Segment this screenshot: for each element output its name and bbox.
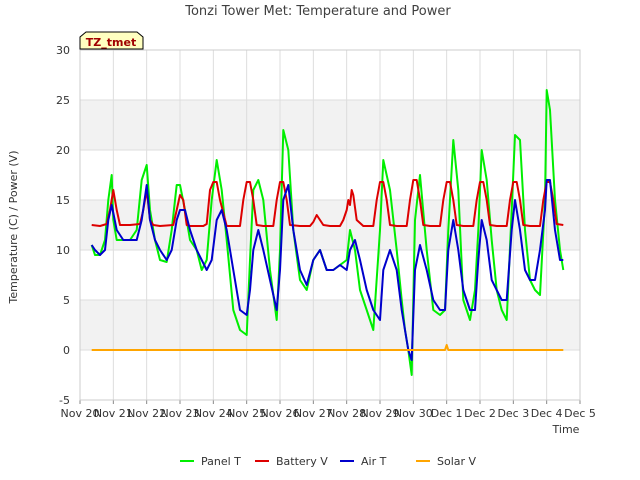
y-tick-label: 0 bbox=[63, 344, 70, 357]
grid-band bbox=[80, 100, 580, 150]
x-tick-label: Nov 29 bbox=[361, 407, 400, 420]
legend-label: Battery V bbox=[276, 455, 328, 468]
grid-band bbox=[80, 300, 580, 350]
y-tick-label: -5 bbox=[59, 394, 70, 407]
chart-title: Tonzi Tower Met: Temperature and Power bbox=[184, 4, 451, 19]
x-tick-label: Nov 24 bbox=[194, 407, 233, 420]
station-tag-label: TZ_tmet bbox=[86, 36, 136, 49]
x-tick-label: Nov 30 bbox=[394, 407, 433, 420]
x-tick-label: Dec 4 bbox=[531, 407, 563, 420]
plot-frame bbox=[79, 49, 581, 401]
y-tick-label: 20 bbox=[56, 144, 70, 157]
series-layer bbox=[90, 89, 565, 376]
series-line-battery-v bbox=[91, 179, 564, 227]
y-tick-label: 30 bbox=[56, 44, 70, 57]
x-tick-label: Nov 23 bbox=[161, 407, 200, 420]
legend-label: Air T bbox=[361, 455, 387, 468]
x-tick-label: Dec 2 bbox=[464, 407, 496, 420]
x-tick-label: Nov 25 bbox=[227, 407, 266, 420]
series-line-air-t bbox=[90, 179, 564, 361]
x-axis-label: Time bbox=[552, 423, 580, 436]
x-tick-label: Dec 5 bbox=[564, 407, 596, 420]
x-tick-label: Dec 1 bbox=[431, 407, 463, 420]
x-tick-label: Nov 22 bbox=[127, 407, 166, 420]
x-tick-label: Nov 27 bbox=[294, 407, 333, 420]
legend-label: Panel T bbox=[201, 455, 241, 468]
x-tick-label: Nov 20 bbox=[61, 407, 100, 420]
y-axis-label: Temperature (C) / Power (V) bbox=[7, 150, 20, 304]
series-line-solar-v bbox=[91, 344, 564, 351]
x-tick-label: Nov 26 bbox=[261, 407, 300, 420]
station-tag: TZ_tmet bbox=[79, 31, 144, 50]
y-tick-label: 5 bbox=[63, 294, 70, 307]
y-tick-label: 10 bbox=[56, 244, 70, 257]
x-tick-label: Dec 3 bbox=[497, 407, 529, 420]
y-tick-label: 15 bbox=[56, 194, 70, 207]
x-tick-label: Nov 21 bbox=[94, 407, 133, 420]
legend: Panel T Battery V Air T Solar V bbox=[180, 455, 477, 468]
x-tick-label: Nov 28 bbox=[327, 407, 366, 420]
y-tick-label: 25 bbox=[56, 94, 70, 107]
legend-label: Solar V bbox=[437, 455, 477, 468]
